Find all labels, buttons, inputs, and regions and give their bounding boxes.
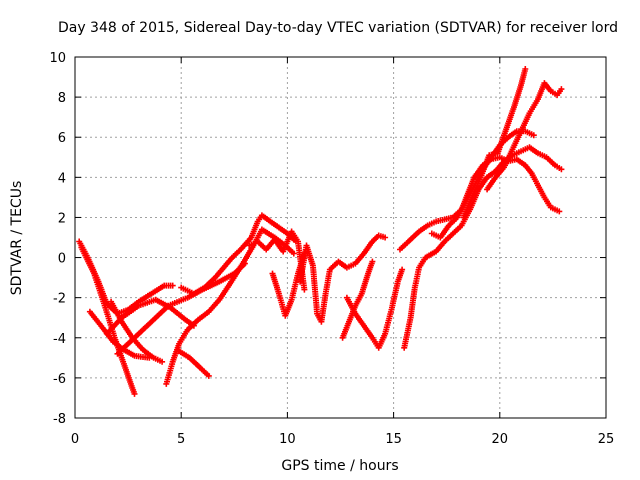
grid [75, 57, 606, 418]
x-tick-label: 25 [598, 432, 615, 447]
series-markers [460, 66, 529, 221]
series-track-16 [397, 154, 563, 253]
y-tick-label: 0 [58, 252, 66, 267]
series-track-9 [178, 212, 299, 297]
series-markers [397, 154, 563, 253]
series-track-2 [78, 244, 138, 397]
x-tick-label: 20 [492, 432, 509, 447]
series-markers [178, 212, 299, 297]
y-tick-label: 6 [58, 131, 66, 146]
x-axis-ticks: 0 5 10 15 20 25 [71, 57, 614, 447]
y-tick-label: -8 [53, 412, 66, 427]
plot-frame [74, 56, 607, 419]
series-markers [163, 226, 297, 387]
series-track-18 [460, 66, 529, 221]
y-tick-label: -2 [53, 292, 66, 307]
y-tick-label: -6 [53, 372, 66, 387]
series-track-8 [174, 346, 212, 379]
x-tick-label: 0 [71, 432, 79, 447]
series-track-19 [484, 80, 565, 193]
series-track-12 [297, 232, 389, 325]
x-tick-label: 5 [177, 432, 185, 447]
x-tick-label: 15 [385, 432, 402, 447]
series-track-11 [269, 250, 308, 319]
y-tick-label: -4 [53, 332, 66, 347]
y-axis-label: SDTVAR / TECUs [9, 181, 25, 296]
series-markers [174, 346, 212, 379]
data-series [76, 66, 565, 397]
y-tick-label: 10 [49, 51, 66, 66]
y-axis-ticks: -8 -6 -4 -2 0 2 4 6 8 10 [49, 51, 606, 427]
y-tick-label: 2 [58, 211, 66, 226]
series-markers [297, 232, 389, 325]
series-track-14 [339, 258, 376, 341]
series-markers [78, 244, 138, 397]
series-markers [269, 250, 308, 319]
series-markers [339, 258, 376, 341]
x-tick-label: 10 [279, 432, 296, 447]
x-axis-label: GPS time / hours [281, 458, 398, 474]
chart-title: Day 348 of 2015, Sidereal Day-to-day VTE… [58, 20, 618, 36]
series-markers [484, 80, 565, 193]
y-tick-label: 4 [58, 171, 66, 186]
y-tick-label: 8 [58, 91, 66, 106]
series-track-7 [163, 226, 297, 387]
